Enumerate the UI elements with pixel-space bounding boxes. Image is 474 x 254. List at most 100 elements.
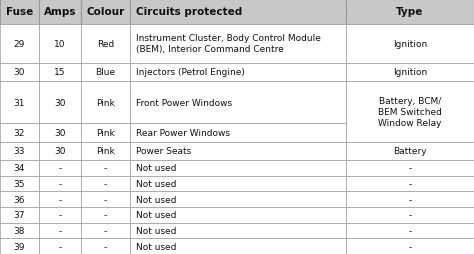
Text: Pink: Pink [96, 147, 115, 156]
Bar [39, 192, 81, 207]
Bar [81, 223, 130, 239]
Text: Front Power Windows: Front Power Windows [136, 98, 232, 107]
Text: 36: 36 [14, 195, 25, 204]
Text: -: - [409, 211, 411, 219]
Text: Battery: Battery [393, 147, 427, 156]
Bar [130, 207, 346, 223]
Bar [130, 161, 346, 176]
Bar [346, 25, 474, 63]
Text: Pink: Pink [96, 98, 115, 107]
Bar [39, 142, 81, 161]
Bar [130, 239, 346, 254]
Bar [81, 142, 130, 161]
Bar [130, 82, 346, 124]
Bar [81, 0, 130, 25]
Bar [39, 223, 81, 239]
Bar [39, 124, 81, 142]
Text: Injectors (Petrol Engine): Injectors (Petrol Engine) [136, 68, 245, 77]
Bar [0, 223, 39, 239]
Bar [81, 124, 130, 142]
Bar [130, 142, 346, 161]
Text: 35: 35 [14, 179, 25, 188]
Text: 34: 34 [14, 164, 25, 173]
Text: -: - [58, 179, 61, 188]
Bar [81, 192, 130, 207]
Bar [39, 239, 81, 254]
Text: 37: 37 [14, 211, 25, 219]
Bar [130, 192, 346, 207]
Bar [130, 223, 346, 239]
Bar [39, 0, 81, 25]
Bar [346, 0, 474, 25]
Bar [39, 63, 81, 82]
Text: 31: 31 [14, 98, 25, 107]
Text: Not used: Not used [136, 226, 176, 235]
Text: 15: 15 [54, 68, 65, 77]
Text: -: - [409, 164, 411, 173]
Text: Not used: Not used [136, 195, 176, 204]
Text: 32: 32 [14, 129, 25, 137]
Text: 30: 30 [54, 129, 65, 137]
Text: 30: 30 [14, 68, 25, 77]
Text: -: - [104, 211, 107, 219]
Bar [81, 25, 130, 63]
Text: Circuits protected: Circuits protected [136, 7, 242, 17]
Text: 39: 39 [14, 242, 25, 251]
Text: 29: 29 [14, 40, 25, 49]
Bar [81, 63, 130, 82]
Bar [346, 192, 474, 207]
Text: -: - [58, 164, 61, 173]
Bar [346, 239, 474, 254]
Bar [0, 63, 39, 82]
Bar [0, 0, 39, 25]
Text: -: - [58, 195, 61, 204]
Bar [0, 192, 39, 207]
Text: 30: 30 [54, 98, 65, 107]
Bar [0, 161, 39, 176]
Text: -: - [409, 226, 411, 235]
Text: 10: 10 [54, 40, 65, 49]
Bar [0, 124, 39, 142]
Bar [0, 239, 39, 254]
Text: Ignition: Ignition [393, 68, 427, 77]
Bar [39, 82, 81, 124]
Bar [0, 142, 39, 161]
Bar [81, 176, 130, 192]
Bar [81, 161, 130, 176]
Text: Battery, BCM/
BEM Switched
Window Relay: Battery, BCM/ BEM Switched Window Relay [378, 96, 442, 128]
Bar [39, 161, 81, 176]
Text: -: - [58, 226, 61, 235]
Bar [130, 0, 346, 25]
Bar [39, 176, 81, 192]
Bar [39, 25, 81, 63]
Text: Not used: Not used [136, 211, 176, 219]
Bar [130, 124, 346, 142]
Bar [130, 25, 346, 63]
Bar [346, 223, 474, 239]
Text: -: - [409, 179, 411, 188]
Bar [0, 25, 39, 63]
Text: Pink: Pink [96, 129, 115, 137]
Text: Not used: Not used [136, 179, 176, 188]
Bar [130, 63, 346, 82]
Text: -: - [104, 226, 107, 235]
Text: -: - [58, 211, 61, 219]
Text: Blue: Blue [95, 68, 116, 77]
Text: -: - [104, 164, 107, 173]
Bar [81, 239, 130, 254]
Text: Instrument Cluster, Body Control Module
(BEM), Interior Command Centre: Instrument Cluster, Body Control Module … [136, 34, 321, 54]
Text: Amps: Amps [44, 7, 76, 17]
Text: Colour: Colour [86, 7, 125, 17]
Text: Type: Type [396, 7, 424, 17]
Text: Ignition: Ignition [393, 40, 427, 49]
Text: Rear Power Windows: Rear Power Windows [136, 129, 230, 137]
Text: Not used: Not used [136, 242, 176, 251]
Text: -: - [104, 179, 107, 188]
Text: Fuse: Fuse [6, 7, 33, 17]
Text: -: - [104, 242, 107, 251]
Bar [39, 207, 81, 223]
Text: -: - [58, 242, 61, 251]
Bar [0, 176, 39, 192]
Bar [81, 207, 130, 223]
Text: 38: 38 [14, 226, 25, 235]
